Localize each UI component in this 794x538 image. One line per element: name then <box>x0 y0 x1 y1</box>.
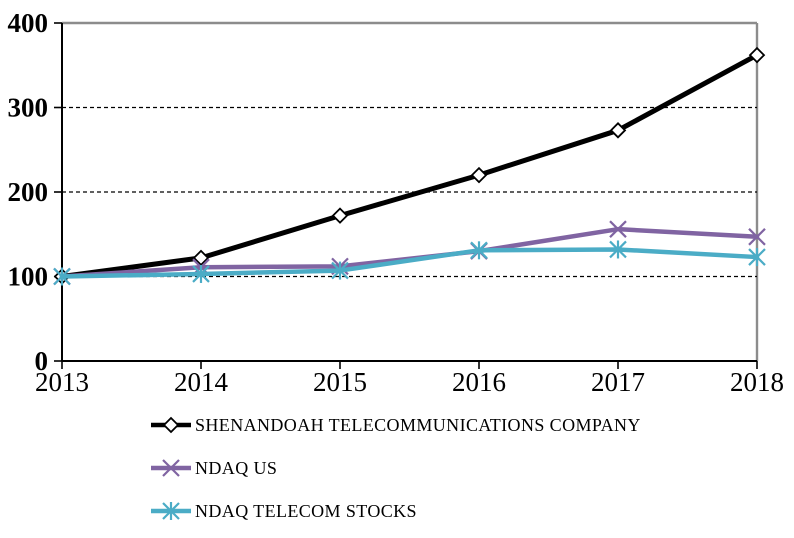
x-tick-label-2017: 2017 <box>591 367 645 397</box>
y-tick-label-400: 400 <box>8 8 49 38</box>
diamond-marker-icon <box>470 166 488 184</box>
diamond-marker-icon <box>162 416 180 434</box>
series-line-0 <box>59 52 760 279</box>
x-tick-label-2016: 2016 <box>452 367 506 397</box>
star-marker-icon <box>192 264 210 283</box>
diamond-marker-icon <box>192 249 210 267</box>
diamond-marker-icon <box>609 122 627 139</box>
diamond-marker-icon <box>331 207 349 224</box>
y-tick-label-0: 0 <box>35 346 49 376</box>
star-marker-icon <box>609 240 627 259</box>
x-tick-label-2018: 2018 <box>730 367 784 397</box>
legend-item-ndaq-us: NDAQ US <box>150 455 641 481</box>
x-marker-icon <box>748 228 766 246</box>
star-marker-icon <box>331 261 349 280</box>
star-marker-icon <box>53 267 71 286</box>
star-marker-icon <box>748 248 766 267</box>
diamond-marker-icon <box>748 46 766 64</box>
y-tick-label-300: 300 <box>8 93 49 123</box>
legend-item-ndaq-telecom: NDAQ TELECOM STOCKS <box>150 498 641 524</box>
legend-line-sample-x-icon <box>151 459 191 477</box>
star-marker-icon <box>470 241 488 260</box>
legend-label-shenandoah: SHENANDOAH TELECOMMUNICATIONS COMPANY <box>195 414 641 435</box>
legend-line-sample-star-icon <box>151 502 191 520</box>
x-tick-label-2013: 2013 <box>35 367 89 397</box>
x-tick-label-2014: 2014 <box>174 367 229 397</box>
x-marker-icon <box>609 220 627 238</box>
y-tick-label-100: 100 <box>8 262 49 292</box>
y-tick-label-200: 200 <box>8 177 49 207</box>
legend-item-shenandoah: SHENANDOAH TELECOMMUNICATIONS COMPANY <box>150 412 641 438</box>
x-tick-label-2015: 2015 <box>313 367 367 397</box>
legend-line-sample-diamond-icon <box>151 416 191 434</box>
star-marker-icon <box>162 502 180 520</box>
plot-area: 0 100 200 300 400 2013 2014 2015 2016 2017 2018 <box>8 8 785 397</box>
legend-label-ndaq-us: NDAQ US <box>195 457 278 478</box>
x-marker-icon <box>162 459 180 477</box>
chart-legend: SHENANDOAH TELECOMMUNICATIONS COMPANY ND… <box>150 412 641 524</box>
series-line-2 <box>59 247 760 279</box>
legend-label-ndaq-telecom: NDAQ TELECOM STOCKS <box>195 500 417 521</box>
